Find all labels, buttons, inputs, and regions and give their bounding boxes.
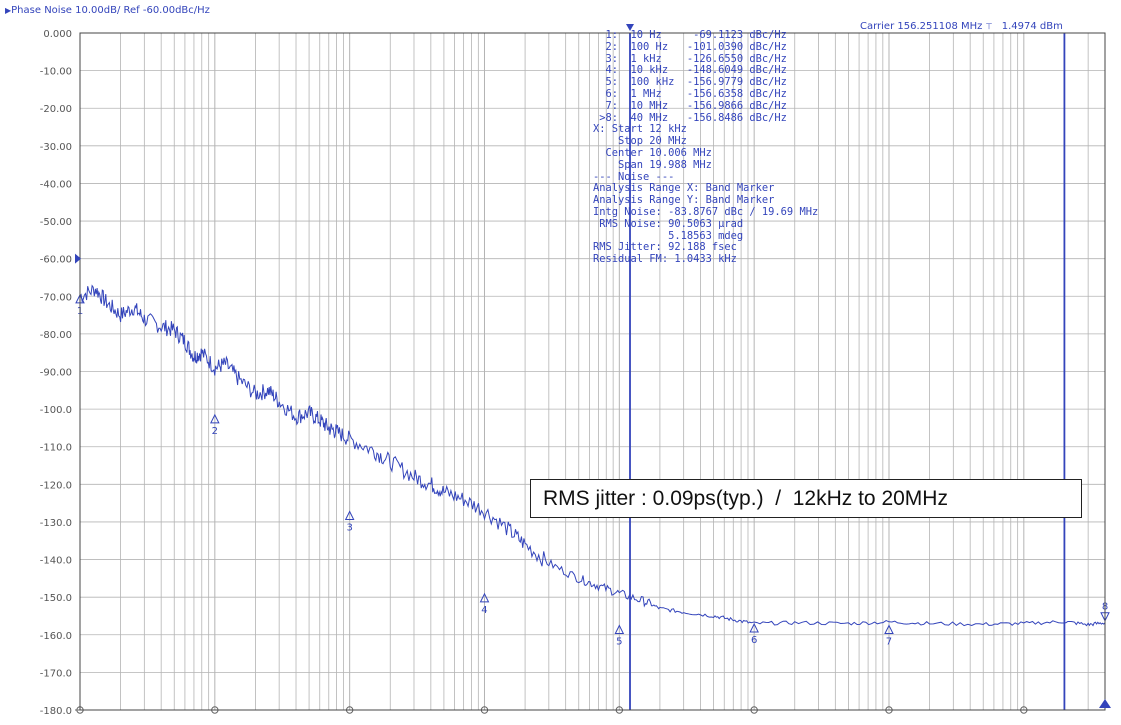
marker-triangle <box>344 510 355 521</box>
phase-noise-trace <box>79 284 1106 627</box>
marker-triangle <box>884 624 894 634</box>
marker-label: 3 <box>346 523 352 534</box>
marker-label: 7 <box>886 636 892 647</box>
readout-line: RMS Noise: 90.5063 µrad <box>593 217 744 230</box>
carrier-frequency: Carrier 156.251108 MHz <box>860 21 983 32</box>
marker-label: 2 <box>212 426 218 437</box>
y-tick-label: -40.00 <box>40 179 72 190</box>
y-tick-label: -150.0 <box>40 593 72 604</box>
readout-line: Center 10.006 MHz <box>593 146 712 159</box>
grid <box>79 32 1106 711</box>
scroll-arrow-icon[interactable] <box>1099 699 1111 708</box>
y-tick-label: 0.000 <box>43 29 72 40</box>
marker-readout-row: 3: 1 kHz -126.6550 dBc/Hz <box>593 52 787 65</box>
readout-line: --- Noise --- <box>593 170 675 183</box>
marker-readout-row: 1: 10 Hz -69.1123 dBc/Hz <box>593 29 787 41</box>
marker-triangle <box>749 622 759 633</box>
reference-level-arrow <box>75 253 81 264</box>
y-tick-label: -170.0 <box>40 668 72 679</box>
readout-line: Analysis Range Y: Band Marker <box>593 194 775 207</box>
readout-line: Analysis Range X: Band Marker <box>593 182 775 195</box>
readout-line: X: Start 12 kHz <box>593 123 687 136</box>
readout-line: Stop 20 MHz <box>593 135 687 148</box>
carrier-marker-icon: ⊤ <box>985 22 993 31</box>
readout-line: Intg Noise: -83.8767 dBc / 19.69 MHz <box>593 205 819 218</box>
marker-readout-row: 4: 10 kHz -148.6049 dBc/Hz <box>593 64 787 77</box>
marker-label: 5 <box>616 636 622 647</box>
y-tick-label: -90.00 <box>40 368 72 379</box>
y-tick-label: -100.0 <box>40 405 72 416</box>
y-tick-label: -10.00 <box>40 67 72 78</box>
marker-label: 4 <box>481 605 487 616</box>
marker-triangle <box>614 624 625 634</box>
marker-readout-row: 5: 100 kHz -156.9779 dBc/Hz <box>593 76 787 89</box>
chart-title: ▶Phase Noise 10.00dB/ Ref -60.00dBc/Hz <box>5 5 210 16</box>
title-arrow-icon: ▶ <box>5 6 12 15</box>
y-tick-label: -160.0 <box>40 631 72 642</box>
y-tick-label: -50.00 <box>40 217 72 228</box>
carrier-readout: Carrier 156.251108 MHz ⊤ 1.4974 dBm <box>860 21 1063 32</box>
y-tick-labels: 0.000 -10.00 -20.00 -30.00 -40.00 -50.00 -60.0… <box>40 29 72 717</box>
marker-readout-panel: 1: 10 Hz -69.1123 dBc/Hz 2: 100 Hz -101.… <box>593 29 819 266</box>
rms-jitter-note: RMS jitter : 0.09ps(typ.) / 12kHz to 20M… <box>530 479 1082 518</box>
band-start-arrow <box>626 24 635 31</box>
y-tick-label: -180.0 <box>40 706 72 717</box>
marker-label: 6 <box>751 635 757 646</box>
readout-line: Residual FM: 1.0433 kHz <box>593 253 737 266</box>
plot-frame <box>79 32 1106 711</box>
readout-line: 5.18563 mdeg <box>593 229 744 242</box>
readout-line: RMS Jitter: 92.188 fsec <box>593 241 737 254</box>
readout-line: Span 19.988 MHz <box>593 158 712 171</box>
marker-triangle <box>479 592 490 603</box>
marker-readout-row: 2: 100 Hz -101.0390 dBc/Hz <box>593 40 787 53</box>
y-tick-label: -120.0 <box>40 480 72 491</box>
y-tick-label: -60.00 <box>40 255 72 266</box>
y-tick-label: -80.00 <box>40 330 72 341</box>
marker-readout-row: >8: 40 MHz -156.8486 dBc/Hz <box>593 111 787 124</box>
y-tick-label: -110.0 <box>40 443 72 454</box>
y-tick-label: -140.0 <box>40 556 72 567</box>
y-tick-label: -130.0 <box>40 518 72 529</box>
carrier-power: 1.4974 dBm <box>1001 21 1063 32</box>
marker-readout-row: 7: 10 MHz -156.9866 dBc/Hz <box>593 99 787 112</box>
series-layer <box>79 284 1106 627</box>
marker-triangle <box>210 413 220 424</box>
y-tick-label: -70.00 <box>40 292 72 303</box>
y-tick-label: -30.00 <box>40 142 72 153</box>
marker-readout-row: 6: 1 MHz -156.6358 dBc/Hz <box>593 87 787 100</box>
y-tick-label: -20.00 <box>40 104 72 115</box>
